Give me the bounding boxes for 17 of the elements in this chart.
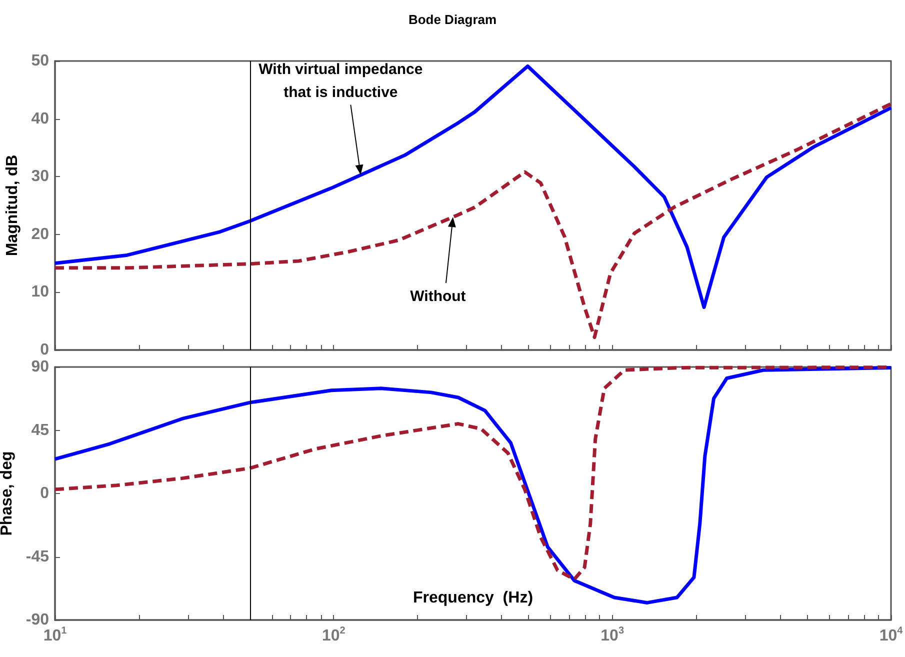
- y-tick-label: 50: [31, 52, 50, 70]
- y-axis-title: Magnitud, dB: [4, 154, 21, 256]
- x-axis-title: Frequency (Hz): [412, 590, 534, 606]
- y-tick-label: 0: [40, 485, 50, 502]
- y-tick-label: 90: [31, 358, 50, 376]
- annotation: With virtual impedance that is inductive: [258, 60, 423, 101]
- y-tick-label: -90: [26, 612, 50, 628]
- y-tick-label: 30: [31, 168, 50, 186]
- y-tick-label: 0: [40, 342, 50, 358]
- y-tick-label: 40: [31, 110, 50, 128]
- y-tick-label: 10: [31, 284, 50, 301]
- annotation: Without: [410, 288, 466, 306]
- y-tick-label: 20: [31, 226, 50, 243]
- y-tick-label: 45: [31, 422, 50, 439]
- y-tick-label: -45: [26, 548, 50, 566]
- chart-title: Bode Diagram: [408, 12, 497, 27]
- y-axis-title: Phase, deg: [0, 451, 16, 536]
